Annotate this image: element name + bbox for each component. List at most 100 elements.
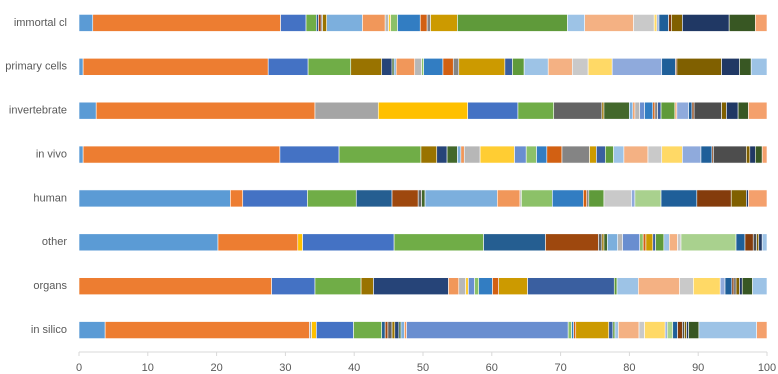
bar-segment [682,321,685,339]
bar-segment [682,145,702,164]
bar-segment [575,321,610,339]
bar-segment [634,189,662,208]
bar-segment [629,101,634,120]
bar-segment [373,277,449,295]
y-tick-label: human [33,192,67,204]
bar-segment [639,101,645,120]
bar-segment [680,233,737,252]
bar-segment [393,233,484,252]
bar-segment [362,14,386,32]
bar-segment [360,277,374,295]
y-tick-label: organs [33,280,67,292]
bar-segment [679,277,694,295]
bar-segment [397,14,421,32]
bar-segment [647,145,663,164]
bar-segment [668,14,672,32]
bar-segment [536,145,548,164]
bar-segment [735,233,746,252]
bar-segment [479,145,515,164]
bar-segment [726,101,739,120]
bar-segment [639,233,644,252]
bar-segment [737,101,749,120]
bar-segment [603,101,630,120]
bar-segment [514,145,527,164]
bar-segment [731,277,735,295]
bar-segment [761,145,768,164]
bar-segment [693,101,722,120]
bar-segment [414,58,422,76]
bar-segment [512,58,525,76]
bar-segment [658,14,669,32]
bar-segment [78,14,94,32]
bar-segment [436,145,448,164]
bar-segment [463,145,481,164]
bar-segment [748,101,768,120]
bar-segment [78,101,97,120]
bar-segment [638,321,645,339]
bar-segment [660,189,698,208]
bar-segment [672,321,678,339]
x-tick-label: 30 [279,362,291,374]
bar-segment [598,233,603,252]
bar-segment [78,58,84,76]
bar-segment [452,58,460,76]
bar-segment [387,321,393,339]
bar-segment [691,101,695,120]
bar-segment [430,14,458,32]
bar-segment [616,277,639,295]
bar-segment [654,101,658,120]
bar-segment [688,321,700,339]
bar-segment [448,277,460,295]
bar-segment [744,233,754,252]
bar-segment [652,233,656,252]
bar-segment [677,321,683,339]
bar-segment [698,321,757,339]
bar-segment [353,321,383,339]
bar-segment [552,189,584,208]
bar-segment [309,321,312,339]
bar-segment [446,145,458,164]
bar-segment [603,233,608,252]
bar-segment [653,14,658,32]
x-tick-label: 80 [623,362,635,374]
bar-segment [465,277,469,295]
x-tick-label: 20 [210,362,222,374]
bar-segment [730,189,747,208]
x-tick-label: 90 [692,362,704,374]
x-tick-label: 40 [348,362,360,374]
bar-segment [605,145,614,164]
bar-segment [338,145,422,164]
bar-segment [728,14,756,32]
bar-segment [676,58,722,76]
bar-segment [426,14,431,32]
bar-segment [314,277,362,295]
bar-segment [307,189,357,208]
x-tick-label: 10 [142,362,154,374]
bar-segment [589,145,597,164]
x-tick-label: 50 [417,362,429,374]
bar-segment [584,14,634,32]
bar-segment [307,58,352,76]
bar-segment [752,277,768,295]
bar-segment [583,189,588,208]
bar-segment [622,233,641,252]
bar-segment [393,58,397,76]
bar-segment [458,277,466,295]
x-tick-label: 70 [554,362,566,374]
bar-segment [474,277,480,295]
bar-segment [457,14,568,32]
bar-segment [661,145,683,164]
bar-segment [614,321,619,339]
bar-segment [468,277,475,295]
bar-segment [546,145,563,164]
bar-segment [419,14,428,32]
bar-segment [82,58,269,76]
bar-segment [660,101,676,120]
bar-segment [750,58,768,76]
bar-segment [467,101,519,120]
bar-segment [442,58,454,76]
bar-segment [492,277,499,295]
bar-segment [645,233,654,252]
bar-segment [596,145,606,164]
bar-segment [724,277,733,295]
